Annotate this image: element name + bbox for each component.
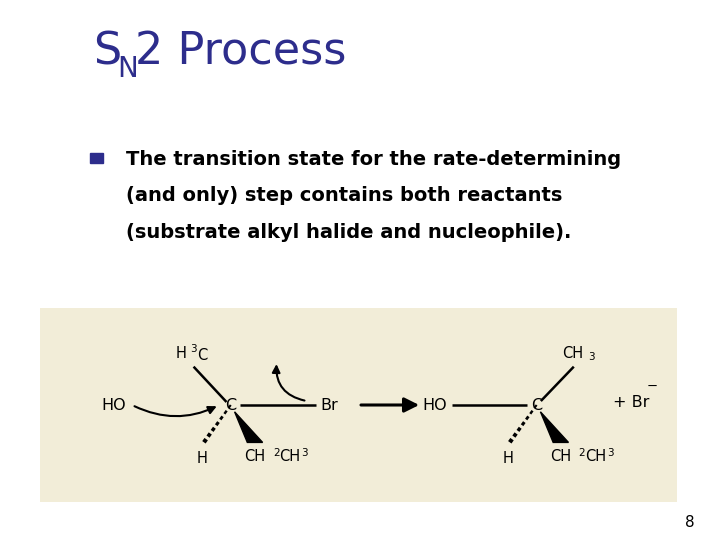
Bar xyxy=(90,153,103,163)
Text: 2: 2 xyxy=(579,448,585,458)
Text: HO: HO xyxy=(101,397,125,413)
Text: N: N xyxy=(117,55,138,83)
Text: H: H xyxy=(175,346,186,361)
Text: + Br: + Br xyxy=(613,395,649,410)
Text: The transition state for the rate-determining: The transition state for the rate-determ… xyxy=(126,150,621,168)
Text: C: C xyxy=(225,397,236,413)
Text: H: H xyxy=(503,451,513,465)
Text: CH: CH xyxy=(562,346,583,361)
Text: CH: CH xyxy=(244,449,266,464)
Polygon shape xyxy=(541,412,569,442)
Text: 2 Process: 2 Process xyxy=(135,31,347,74)
Text: 3: 3 xyxy=(588,352,595,362)
Text: (and only) step contains both reactants: (and only) step contains both reactants xyxy=(126,186,562,205)
Text: CH: CH xyxy=(279,449,300,464)
Polygon shape xyxy=(235,412,263,442)
Text: Br: Br xyxy=(320,397,338,413)
Text: C: C xyxy=(197,348,207,363)
Text: 3: 3 xyxy=(607,448,613,458)
Text: 8: 8 xyxy=(685,515,695,530)
Text: HO: HO xyxy=(423,397,447,413)
Text: (substrate alkyl halide and nucleophile).: (substrate alkyl halide and nucleophile)… xyxy=(126,223,572,242)
Text: 2: 2 xyxy=(273,448,279,458)
Text: −: − xyxy=(647,380,657,393)
Text: 3: 3 xyxy=(191,345,197,354)
Text: S: S xyxy=(94,31,122,74)
Text: C: C xyxy=(531,397,542,413)
Text: H: H xyxy=(197,451,207,465)
Text: CH: CH xyxy=(585,449,606,464)
Text: CH: CH xyxy=(550,449,572,464)
Text: 3: 3 xyxy=(301,448,307,458)
FancyBboxPatch shape xyxy=(40,308,677,502)
